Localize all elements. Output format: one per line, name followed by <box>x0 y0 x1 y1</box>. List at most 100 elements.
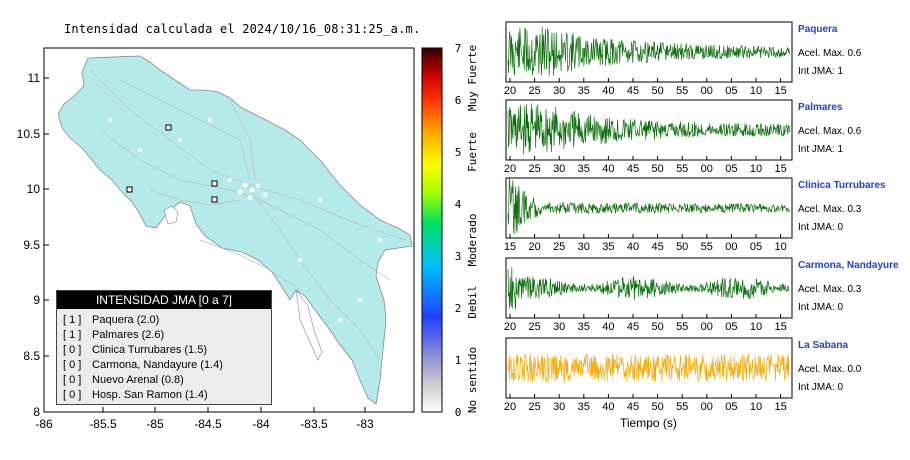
station-marker-nuevo-arenal[interactable] <box>165 124 172 131</box>
waveform-tick-label: 15 <box>774 163 786 175</box>
waveform-tick-label: 20 <box>504 85 516 97</box>
map-y-axis: 11 10.5 10 9.5 9 8.5 8 <box>17 71 49 419</box>
waveform-tick-label: 00 <box>701 401 713 413</box>
waveform-tick-label: 30 <box>553 401 565 413</box>
waveform-tick-label: 55 <box>676 401 688 413</box>
legend-rows: [ 1 ] Paquera (2.0)[ 1 ] Palmares (2.6)[… <box>57 309 271 403</box>
legend-level: [ 0 ] <box>63 389 82 401</box>
colorbar-tick-label: 3 <box>455 250 462 263</box>
road-network <box>89 69 406 361</box>
waveform-tick-label: 45 <box>627 85 639 97</box>
waveform-x-axis-title: Tiempo (s) <box>620 416 677 430</box>
legend-station: Palmares (2.6) <box>89 329 165 341</box>
map-y-tick-label: 10 <box>27 182 41 196</box>
colorbar-category-label: No sentido <box>466 347 479 413</box>
waveform-tick-label: 10 <box>750 321 762 333</box>
waveform-tick-label: 45 <box>627 401 639 413</box>
map-x-tick-label: -83 <box>356 417 374 431</box>
station-name: La Sabana <box>798 340 849 351</box>
map-title: Intensidad calculada el 2024/10/16_08:31… <box>64 22 421 36</box>
station-name: Palmares <box>798 102 843 113</box>
waveform-tick-label: 45 <box>627 163 639 175</box>
waveform-tick-label: 20 <box>504 321 516 333</box>
waveform-trace <box>507 178 790 235</box>
land-polygon <box>57 55 413 405</box>
waveform-tick-label: 40 <box>627 241 639 253</box>
station-name: Clinica Turrubares <box>798 180 886 191</box>
station-marker-turrubares[interactable] <box>211 196 218 203</box>
waveform-tick-label: 05 <box>725 85 737 97</box>
station-accel-max: Acel. Max. 0.6 <box>798 48 862 59</box>
legend-station: Paquera (2.0) <box>89 314 160 326</box>
colorbar-labels: Muy Fuerte Fuerte Moderado Debil No sentido <box>466 45 479 413</box>
legend-station: Hosp. San Ramon (1.4) <box>89 389 208 401</box>
waveform-tick-label: 00 <box>725 241 737 253</box>
waveform-tick-label: 15 <box>774 401 786 413</box>
legend-level: [ 1 ] <box>63 314 82 326</box>
legend-level: [ 0 ] <box>63 344 82 356</box>
colorbar-tick-label: 1 <box>455 354 462 367</box>
station-marker-carmona[interactable] <box>126 186 133 193</box>
colorbar-category-label: Fuerte <box>466 132 479 172</box>
waveform-tick-label: 15 <box>774 321 786 333</box>
waveform-tick-label: 45 <box>627 321 639 333</box>
station-name: Carmona, Nandayure <box>798 260 899 271</box>
waveform-tick-label: 20 <box>504 401 516 413</box>
colorbar-tick-label: 2 <box>455 302 462 315</box>
legend-row: [ 1 ] Palmares (2.6) <box>57 328 271 343</box>
intensity-legend: INTENSIDAD JMA [0 a 7] [ 1 ] Paquera (2.… <box>56 290 272 405</box>
colorbar-tick-label: 0 <box>455 406 462 419</box>
waveform-panel: 15 20 25 30 35 40 45 50 55 00 05 10 <box>504 177 793 253</box>
legend-row: [ 1 ] Paquera (2.0) <box>57 313 271 328</box>
map-x-tick-label: -83.5 <box>300 417 328 431</box>
waveform-tick-label: 25 <box>528 163 540 175</box>
waveform-tick-label: 10 <box>750 163 762 175</box>
colorbar-tick-label: 5 <box>455 146 462 159</box>
legend-row: [ 0 ] Carmona, Nandayure (1.4) <box>57 358 271 373</box>
waveform-tick-label: 10 <box>750 401 762 413</box>
waveform-tick-label: 40 <box>602 321 614 333</box>
waveform-tick-label: 15 <box>774 85 786 97</box>
waveform-tick-label: 00 <box>701 321 713 333</box>
colorbar-tick-label: 6 <box>455 94 462 107</box>
station-accel-max: Acel. Max. 0.6 <box>798 126 862 137</box>
waveform-tick-label: 50 <box>651 321 663 333</box>
map-y-tick-label: 8.5 <box>23 349 40 363</box>
waveform-tick-label: 30 <box>553 163 565 175</box>
colorbar-ticks: 7 6 5 4 3 2 1 0 <box>455 42 462 419</box>
waveform-tick-label: 55 <box>676 85 688 97</box>
waveform-tick-label: 30 <box>553 85 565 97</box>
town-markers <box>108 118 382 322</box>
waveform-panel: 20 25 30 35 40 45 50 55 00 05 10 15 <box>504 99 793 175</box>
waveform-tick-label: 10 <box>750 85 762 97</box>
waveform-tick-label: 05 <box>725 163 737 175</box>
waveform-tick-label: 40 <box>602 401 614 413</box>
legend-header: INTENSIDAD JMA [0 a 7] <box>57 291 271 309</box>
legend-station: Nuevo Arenal (0.8) <box>89 374 184 386</box>
waveform-tick-label: 25 <box>528 401 540 413</box>
station-accel-max: Acel. Max. 0.3 <box>798 284 862 295</box>
waveform-tick-label: 35 <box>578 163 590 175</box>
waveform-tick-label: 20 <box>504 163 516 175</box>
waveform-tick-label: 00 <box>701 85 713 97</box>
waveform-tick-label: 05 <box>725 401 737 413</box>
waveform-tick-label: 05 <box>725 321 737 333</box>
colorbar-tick-label: 7 <box>455 42 462 55</box>
map-x-tick-label: -85 <box>146 417 164 431</box>
legend-row: [ 0 ] Clinica Turrubares (1.5) <box>57 343 271 358</box>
waveform-tick-label: 25 <box>553 241 565 253</box>
colorbar-tick-label: 4 <box>455 198 462 211</box>
legend-station: Carmona, Nandayure (1.4) <box>89 359 223 371</box>
waveform-tick-label: 55 <box>676 321 688 333</box>
golfo-dulce <box>295 288 323 361</box>
station-marker-palmares[interactable] <box>211 180 218 187</box>
map-x-tick-label: -86 <box>35 417 53 431</box>
legend-row: [ 0 ] Hosp. San Ramon (1.4) <box>57 388 271 403</box>
map-x-axis: -86 -85.5 -85 -84.5 -84 -83.5 -83 <box>35 407 374 431</box>
map-y-tick-label: 9.5 <box>23 238 40 252</box>
map-x-tick-label: -84 <box>252 417 270 431</box>
station-markers[interactable] <box>126 124 218 203</box>
waveform-tick-label: 00 <box>701 163 713 175</box>
waveform-tick-label: 30 <box>578 241 590 253</box>
legend-station: Clinica Turrubares (1.5) <box>89 344 207 356</box>
